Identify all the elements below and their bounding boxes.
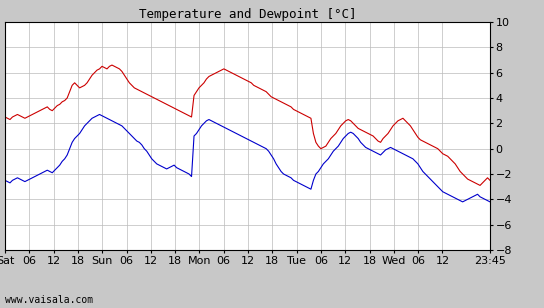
Text: www.vaisala.com: www.vaisala.com (5, 295, 93, 305)
Text: Temperature and Dewpoint [°C]: Temperature and Dewpoint [°C] (139, 8, 356, 21)
